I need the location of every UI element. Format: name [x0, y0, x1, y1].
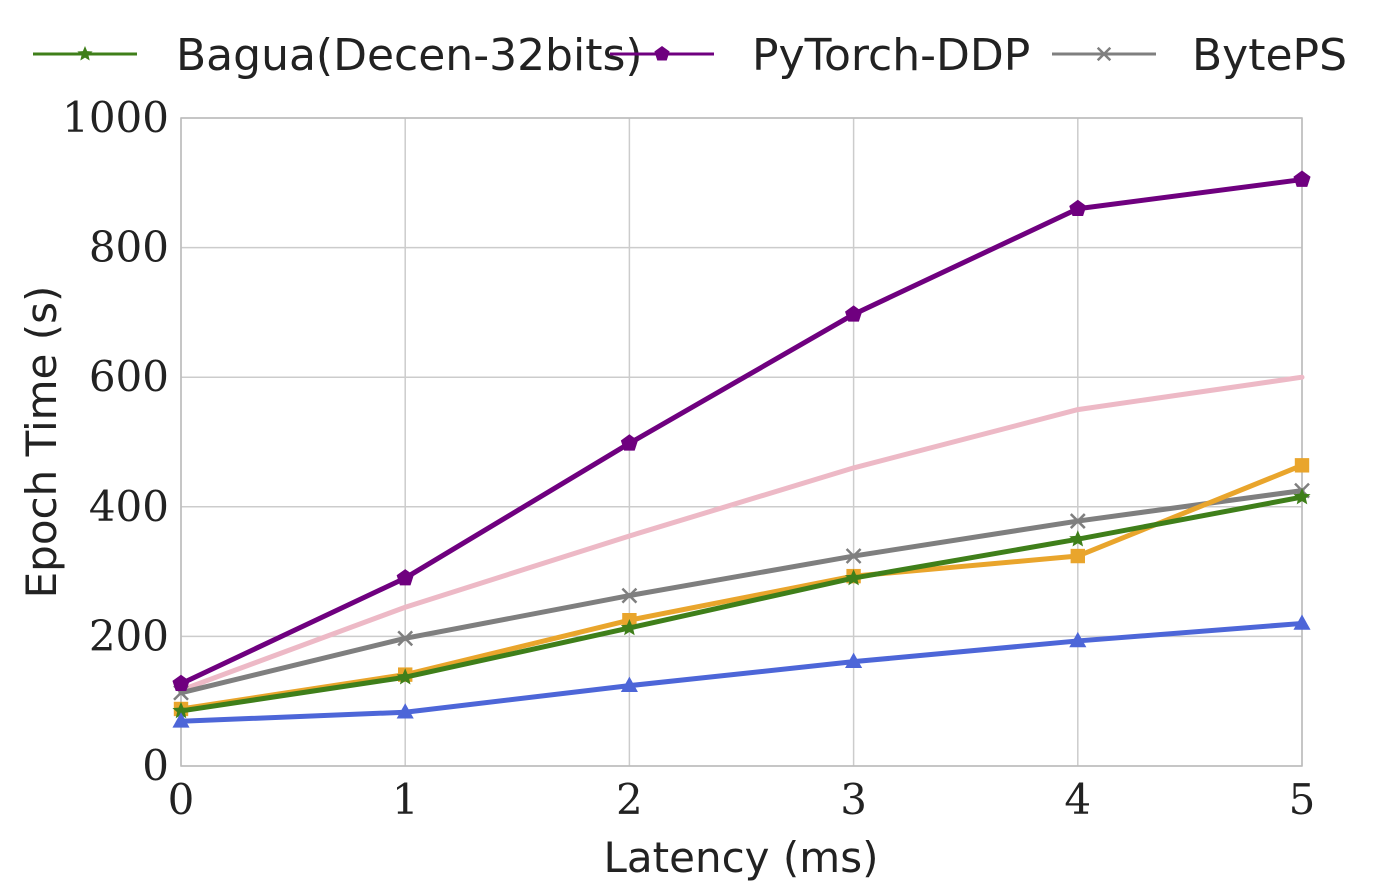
data-point	[396, 569, 414, 586]
data-point	[1294, 458, 1310, 473]
data-point	[1293, 614, 1311, 630]
series-0	[172, 488, 1311, 719]
data-point	[172, 701, 190, 719]
x-tick-label: 2	[616, 775, 643, 824]
legend-entry-0: Bagua(Decen-32bits)	[33, 30, 643, 81]
series-2	[173, 482, 1310, 701]
data-point	[620, 676, 638, 692]
x-tick-label: 0	[168, 775, 195, 824]
y-tick-label: 800	[89, 223, 169, 272]
data-point	[1069, 513, 1086, 529]
series-line-1	[178, 177, 1305, 687]
y-tick-label: 200	[89, 611, 169, 660]
data-point	[845, 569, 863, 586]
x-axis-title: Latency (ms)	[604, 833, 879, 882]
series-5	[172, 614, 1311, 728]
series-line-2	[178, 488, 1305, 696]
data-point	[396, 668, 414, 685]
data-point	[620, 618, 638, 636]
y-tick-label: 1000	[62, 93, 169, 142]
data-point	[845, 305, 863, 322]
data-point	[1069, 530, 1087, 547]
series-line-5	[178, 620, 1305, 724]
data-point	[1069, 199, 1087, 217]
data-point	[396, 703, 414, 719]
grid	[180, 117, 1303, 767]
data-point	[620, 434, 638, 451]
x-tick-label: 5	[1289, 775, 1316, 824]
data-point	[1293, 488, 1311, 505]
legend-entry-2: BytePS	[1052, 30, 1347, 81]
data-point	[172, 712, 190, 728]
series-line-3	[178, 374, 1305, 693]
y-axis-title: Epoch Time (s)	[17, 286, 66, 599]
data-point	[621, 587, 638, 604]
legend-marker	[77, 46, 93, 61]
legend-marker	[654, 46, 670, 61]
series-4	[173, 458, 1310, 717]
y-tick-label: 0	[142, 741, 169, 790]
x-tick-label: 1	[392, 775, 419, 824]
legend-entry-1: PyTorch-DDP	[610, 30, 1030, 81]
y-tick-label: 600	[89, 352, 169, 401]
data-point	[397, 630, 414, 647]
legend-label: Bagua(Decen-32bits)	[176, 30, 643, 81]
tick-labels: 0 1 2 3 4 5 0 200 400 600 800 1000	[62, 93, 1315, 824]
data-point	[845, 652, 863, 668]
legend-label: BytePS	[1192, 30, 1347, 81]
series-line-0	[178, 494, 1305, 714]
y-tick-label: 400	[89, 482, 169, 531]
data-point	[1070, 548, 1085, 564]
x-tick-label: 4	[1064, 775, 1091, 824]
data-point	[1069, 631, 1087, 648]
data-point	[845, 548, 862, 564]
x-tick-label: 3	[840, 775, 867, 824]
legend-marker	[1096, 46, 1112, 62]
plot-frame	[180, 117, 1303, 767]
series-1	[172, 170, 1311, 691]
legend-label: PyTorch-DDP	[752, 30, 1030, 81]
series-layer	[172, 170, 1311, 728]
data-point	[172, 674, 190, 691]
series-3	[178, 374, 1305, 693]
data-point	[1293, 170, 1311, 187]
legend: Bagua(Decen-32bits) PyTorch-DDP BytePS	[33, 30, 1347, 81]
